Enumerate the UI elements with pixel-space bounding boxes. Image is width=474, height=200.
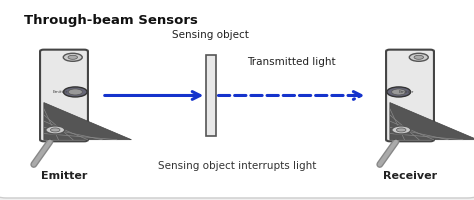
Circle shape [387, 87, 410, 97]
Polygon shape [44, 103, 131, 140]
Circle shape [409, 54, 428, 62]
Text: Sensing object interrupts light: Sensing object interrupts light [158, 160, 316, 170]
Circle shape [46, 126, 64, 134]
Circle shape [414, 56, 424, 60]
Circle shape [68, 89, 82, 95]
Polygon shape [390, 103, 474, 140]
Text: Emitter: Emitter [398, 89, 414, 93]
Text: Sensing object: Sensing object [173, 30, 249, 40]
Circle shape [392, 89, 406, 95]
Text: Transmitted light: Transmitted light [247, 57, 336, 67]
Text: Receiver: Receiver [383, 170, 437, 180]
Text: Emitter: Emitter [52, 89, 68, 93]
Text: Through-beam Sensors: Through-beam Sensors [24, 14, 198, 27]
FancyBboxPatch shape [40, 50, 88, 142]
Circle shape [396, 128, 406, 132]
Circle shape [50, 128, 60, 132]
Circle shape [68, 56, 77, 60]
Circle shape [63, 54, 82, 62]
Circle shape [392, 126, 410, 134]
Circle shape [64, 87, 87, 97]
FancyBboxPatch shape [386, 50, 434, 142]
FancyBboxPatch shape [206, 56, 216, 136]
Text: Emitter: Emitter [41, 170, 87, 180]
